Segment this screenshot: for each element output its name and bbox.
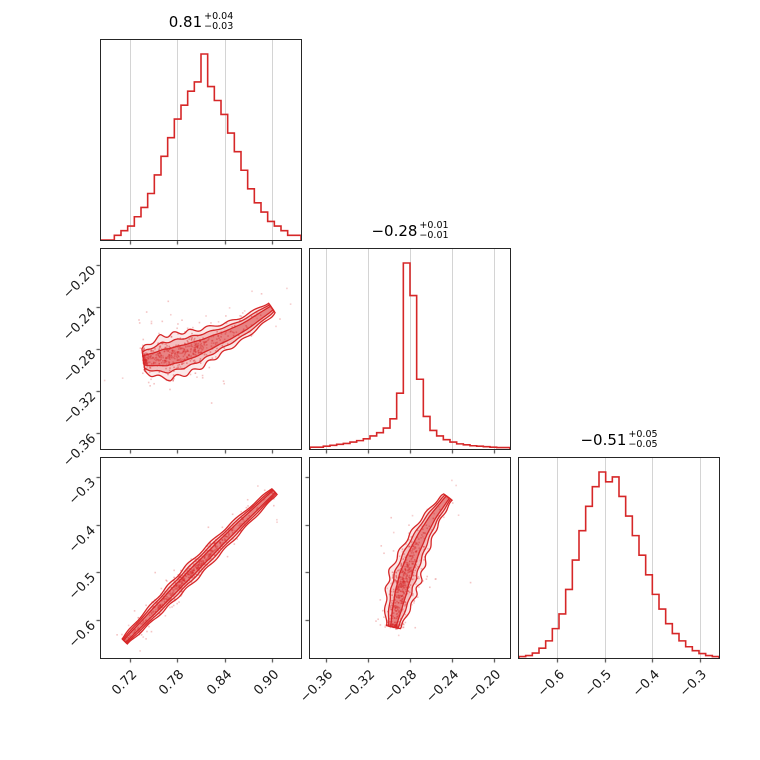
- x-tick-label: −0.32: [339, 667, 379, 706]
- y-tick-label: −0.32: [60, 389, 100, 429]
- title-upper: +0.01: [419, 219, 449, 231]
- title-uncertainty: +0.04 −0.03: [204, 10, 234, 33]
- joint-canvas-param2-param3: [310, 458, 510, 658]
- x-tick-label: 0.78: [156, 667, 188, 699]
- joint-panel-param1-param2: [100, 248, 302, 450]
- x-tick-label: −0.4: [629, 667, 663, 701]
- x-tick-label: −0.28: [381, 667, 421, 706]
- x-tick-label: −0.5: [582, 667, 616, 701]
- hist-panel-param-1: [100, 39, 302, 241]
- y-tick-label: −0.6: [66, 618, 100, 652]
- title-upper: +0.04: [204, 10, 234, 22]
- title-value: −0.51: [580, 431, 627, 449]
- param-3-title: −0.51 +0.05 −0.05: [518, 425, 720, 455]
- x-tick-label: 0.84: [203, 667, 235, 699]
- x-tick-label: 0.72: [109, 667, 141, 699]
- x-tick-label: −0.20: [465, 667, 505, 706]
- x-tick-label: −0.36: [297, 667, 337, 706]
- hist-panel-param-2: [309, 248, 511, 450]
- joint-canvas-param1-param2: [101, 249, 301, 449]
- y-tick-label: −0.24: [60, 305, 100, 344]
- title-value: 0.81: [168, 13, 203, 31]
- hist-canvas-param-1: [101, 40, 301, 240]
- y-tick-label: −0.5: [66, 570, 100, 604]
- joint-panel-param1-param3: [100, 457, 302, 659]
- hist-canvas-param-3: [519, 458, 719, 658]
- hist-canvas-param-2: [310, 249, 510, 449]
- title-uncertainty: +0.05 −0.05: [628, 428, 658, 451]
- title-lower: −0.03: [204, 21, 234, 32]
- joint-canvas-param1-param3: [101, 458, 301, 658]
- title-lower: −0.01: [419, 230, 449, 241]
- hist-panel-param-3: [518, 457, 720, 659]
- y-tick-label: −0.36: [60, 431, 100, 471]
- title-upper: +0.05: [628, 428, 658, 440]
- title-value: −0.28: [371, 222, 418, 240]
- y-tick-label: −0.20: [60, 262, 100, 302]
- y-tick-label: −0.28: [60, 347, 100, 386]
- x-tick-label: −0.3: [677, 667, 711, 701]
- x-tick-label: −0.24: [423, 667, 463, 706]
- y-tick-label: −0.3: [66, 475, 100, 509]
- title-uncertainty: +0.01 −0.01: [419, 219, 449, 242]
- x-tick-label: −0.6: [534, 667, 568, 701]
- y-tick-label: −0.4: [66, 522, 100, 556]
- title-lower: −0.05: [628, 439, 658, 450]
- x-tick-label: 0.90: [251, 667, 283, 699]
- param-2-title: −0.28 +0.01 −0.01: [309, 216, 511, 246]
- joint-panel-param2-param3: [309, 457, 511, 659]
- param-1-title: 0.81 +0.04 −0.03: [100, 7, 302, 37]
